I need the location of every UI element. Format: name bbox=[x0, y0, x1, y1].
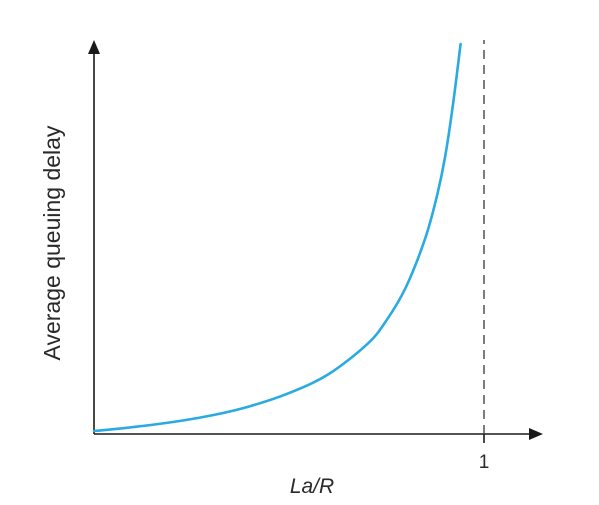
delay-curve-line bbox=[92, 42, 462, 433]
y-axis-arrow-icon bbox=[88, 40, 100, 54]
x-axis-label: La/R bbox=[290, 475, 334, 498]
x-tick-label: 1 bbox=[479, 452, 490, 473]
y-axis-label: Average queuing delay bbox=[39, 125, 65, 360]
x-axis-arrow-icon bbox=[529, 428, 543, 440]
